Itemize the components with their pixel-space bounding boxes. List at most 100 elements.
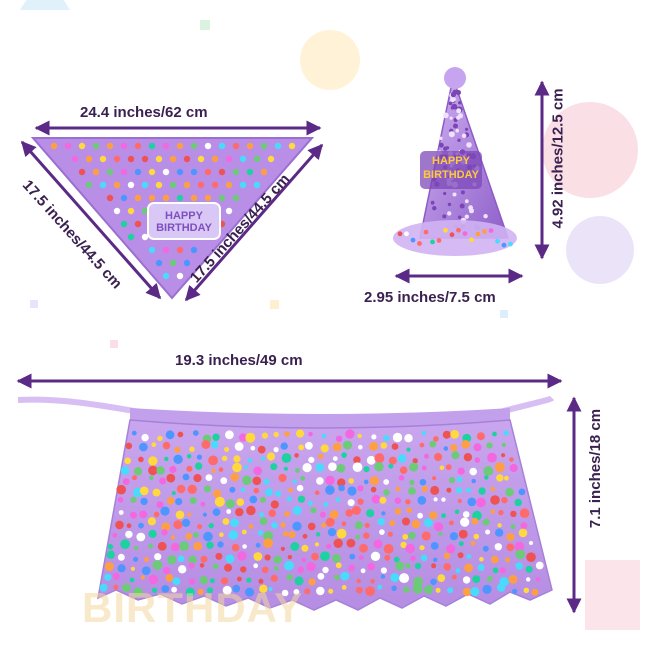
- polka-dot: [433, 436, 439, 442]
- polka-dot: [246, 577, 252, 583]
- polka-dot: [506, 543, 515, 552]
- polka-dot: [138, 522, 144, 529]
- confetti-shape: [30, 300, 38, 308]
- polka-dot: [104, 573, 112, 581]
- confetti-shape: [500, 310, 508, 318]
- polka-dot: [196, 454, 202, 460]
- polka-dot: [292, 521, 302, 531]
- polka-dot: [380, 442, 388, 449]
- polka-dot: [151, 442, 157, 448]
- polka-dot: [419, 478, 427, 486]
- polka-dot: [113, 155, 121, 163]
- polka-dot: [197, 524, 203, 530]
- polka-dot: [260, 496, 266, 503]
- polka-dot: [155, 181, 163, 189]
- polka-dot: [454, 509, 460, 514]
- polka-dot: [239, 433, 248, 442]
- polka-dot: [206, 541, 214, 549]
- polka-dot: [161, 529, 168, 536]
- polka-dot: [159, 477, 167, 485]
- polka-dot: [264, 554, 271, 561]
- polka-dot: [192, 430, 199, 436]
- polka-dot: [193, 474, 202, 483]
- polka-dot: [510, 524, 516, 530]
- polka-dot: [131, 430, 137, 436]
- polka-dot: [397, 454, 407, 463]
- polka-dot: [402, 517, 410, 526]
- polka-dot: [367, 562, 375, 571]
- sequin: [456, 108, 462, 114]
- polka-dot: [518, 488, 526, 496]
- polka-dot: [332, 456, 338, 461]
- polka-dot: [469, 467, 478, 476]
- polka-dot: [421, 531, 431, 541]
- polka-dot: [133, 556, 139, 562]
- polka-dot: [160, 506, 170, 516]
- polka-dot: [148, 574, 158, 585]
- polka-dot: [287, 554, 293, 560]
- fringe-dot: [469, 237, 474, 243]
- polka-dot: [358, 444, 363, 450]
- polka-dot: [393, 556, 400, 563]
- polka-dot: [190, 194, 198, 202]
- polka-dot: [120, 168, 128, 176]
- polka-dot: [273, 566, 279, 571]
- polka-dot: [379, 496, 387, 504]
- polka-dot: [117, 496, 124, 503]
- polka-dot: [148, 529, 157, 539]
- polka-dot: [274, 142, 282, 150]
- polka-dot: [310, 507, 317, 514]
- polka-dot: [320, 551, 330, 561]
- polka-dot: [185, 587, 195, 597]
- polka-dot: [476, 497, 486, 508]
- polka-dot: [323, 502, 329, 507]
- polka-dot: [424, 585, 433, 594]
- polka-dot: [408, 487, 416, 495]
- polka-dot: [280, 546, 285, 552]
- polka-dot: [325, 517, 335, 527]
- fringe-dot: [397, 231, 403, 237]
- polka-dot: [326, 543, 332, 549]
- tutu-height-label: 7.1 inches/18 cm: [587, 408, 605, 529]
- polka-dot: [450, 429, 460, 439]
- polka-dot: [224, 563, 233, 572]
- sequin: [458, 113, 463, 119]
- polka-dot: [409, 479, 415, 486]
- polka-dot: [531, 588, 539, 596]
- confetti-shape: [270, 300, 279, 309]
- polka-dot: [419, 442, 425, 448]
- polka-dot: [174, 446, 181, 453]
- polka-dot: [466, 554, 472, 559]
- polka-dot: [451, 451, 460, 460]
- polka-dot: [247, 458, 253, 463]
- balloon-shape: [542, 102, 638, 198]
- sequin: [457, 138, 461, 142]
- polka-dot: [336, 463, 346, 473]
- polka-dot: [334, 574, 340, 581]
- polka-dot: [526, 577, 531, 582]
- polka-dot: [446, 487, 452, 493]
- polka-dot: [406, 447, 411, 452]
- polka-dot: [482, 545, 489, 552]
- polka-dot: [117, 564, 126, 573]
- polka-dot: [211, 468, 216, 473]
- polka-dot: [387, 531, 393, 537]
- polka-dot: [340, 571, 350, 581]
- fringe-dot: [449, 232, 455, 238]
- polka-dot: [155, 259, 163, 267]
- polka-dot: [316, 586, 325, 596]
- polka-dot: [99, 181, 107, 189]
- polka-dot: [295, 468, 300, 473]
- polka-dot: [190, 246, 198, 254]
- polka-dot: [526, 552, 536, 562]
- polka-dot: [240, 487, 246, 492]
- polka-dot: [245, 432, 256, 443]
- polka-dot: [316, 477, 324, 485]
- polka-dot: [384, 554, 391, 561]
- polka-dot: [520, 522, 528, 530]
- polka-dot: [241, 529, 247, 535]
- polka-dot: [314, 490, 320, 496]
- polka-dot: [314, 542, 320, 547]
- sequin: [461, 133, 467, 138]
